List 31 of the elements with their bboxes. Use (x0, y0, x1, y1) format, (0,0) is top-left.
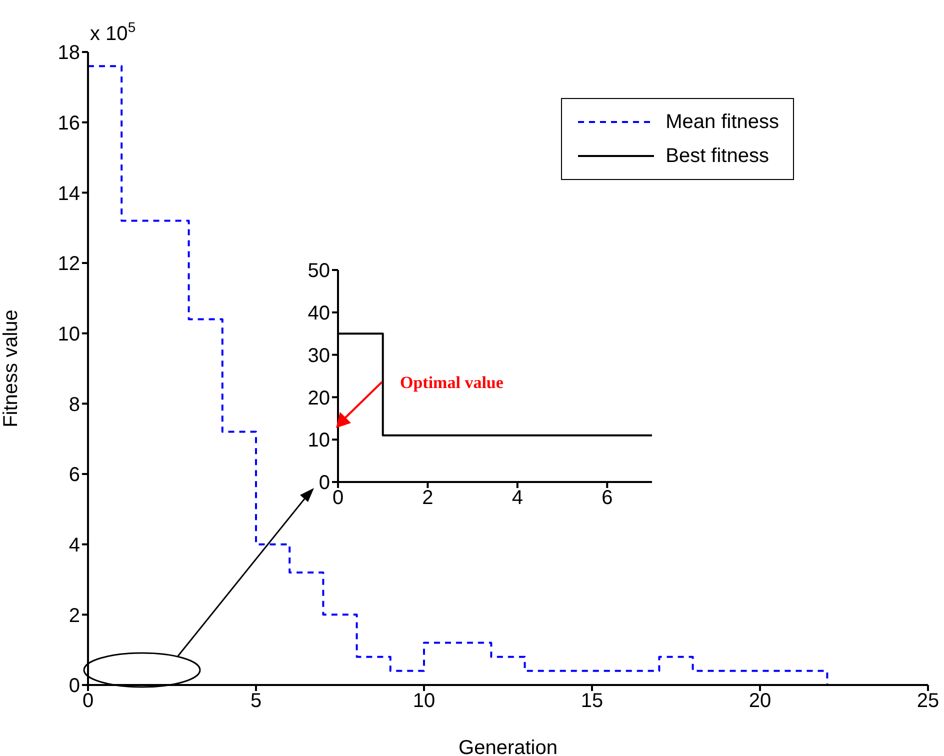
y-tick-label: 14 (58, 182, 80, 205)
x-tick-label: 0 (332, 487, 344, 510)
y-axis-title: Fitness value (0, 310, 22, 428)
x-tick-label: 4 (512, 487, 523, 510)
y-tick-label: 30 (308, 344, 330, 367)
y-tick-label: 20 (308, 387, 330, 410)
y-tick-label: 50 (308, 260, 330, 282)
y-tick-label: 40 (308, 302, 330, 324)
x-tick-label: 20 (748, 690, 772, 712)
y-tick-label: 2 (68, 604, 80, 627)
x-tick-label: 15 (580, 690, 604, 712)
legend-label: Mean fitness (666, 110, 779, 134)
y-tick-label: 10 (58, 323, 80, 346)
y-tick-label: 12 (58, 253, 80, 276)
x-tick-label: 25 (916, 690, 940, 712)
y-tick-label: 0 (318, 472, 330, 494)
x-tick-label: 2 (422, 487, 434, 510)
text: x 10$^{5}$ (90, 19, 136, 45)
y-tick-label: 4 (68, 534, 80, 556)
legend-label: Best fitness (666, 144, 769, 168)
y-tick-label: 8 (68, 394, 80, 416)
y-tick-label: 18 (58, 42, 80, 64)
annotation: Optimal value (400, 373, 504, 392)
y-tick-label: 16 (58, 112, 80, 134)
x-tick-label: 10 (412, 690, 436, 712)
x-tick-label: 6 (602, 487, 613, 510)
x-tick-label: 5 (250, 690, 262, 712)
y-tick-label: 0 (68, 675, 80, 698)
y-tick-label: 6 (68, 464, 80, 486)
x-axis-title: Generation (458, 737, 558, 756)
y-tick-label: 10 (308, 430, 330, 452)
